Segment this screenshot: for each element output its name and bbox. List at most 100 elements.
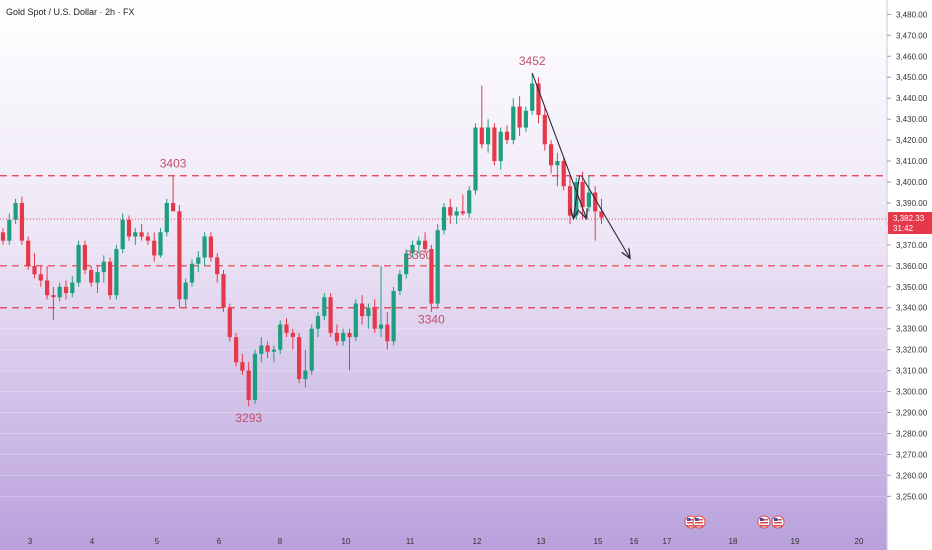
candle-body[interactable] <box>152 240 157 256</box>
candle-body[interactable] <box>139 232 144 237</box>
candle-body[interactable] <box>460 211 465 214</box>
candle-body[interactable] <box>542 114 547 145</box>
candle-body[interactable] <box>341 332 346 342</box>
candle-body[interactable] <box>114 249 119 296</box>
candle-body[interactable] <box>530 83 535 111</box>
candle-body[interactable] <box>315 316 321 329</box>
candle-body[interactable] <box>410 244 415 254</box>
candle-body[interactable] <box>492 127 497 162</box>
candle-body[interactable] <box>309 328 314 371</box>
candle-body[interactable] <box>586 192 591 208</box>
flag-us-icon[interactable] <box>757 515 771 529</box>
candle-body[interactable] <box>303 370 308 379</box>
candle-body[interactable] <box>517 106 522 128</box>
candle-body[interactable] <box>593 192 598 212</box>
candle-body[interactable] <box>164 202 169 233</box>
candle-body[interactable] <box>38 274 43 281</box>
candle-body[interactable] <box>284 324 289 333</box>
candle-body[interactable] <box>549 144 554 166</box>
candle-body[interactable] <box>580 182 585 208</box>
candle-body[interactable] <box>265 345 270 352</box>
candle-body[interactable] <box>486 127 491 145</box>
candle-body[interactable] <box>177 211 182 300</box>
candle-body[interactable] <box>278 324 283 350</box>
candle-body[interactable] <box>322 297 327 317</box>
candle-body[interactable] <box>133 232 138 237</box>
candle-body[interactable] <box>378 324 384 329</box>
candle-body[interactable] <box>246 370 251 400</box>
candle-body[interactable] <box>567 186 573 216</box>
candle-body[interactable] <box>7 219 12 241</box>
candle-body[interactable] <box>555 161 560 166</box>
candle-body[interactable] <box>347 332 352 338</box>
candle-body[interactable] <box>234 337 239 363</box>
candle-body[interactable] <box>145 236 150 241</box>
candle-body[interactable] <box>423 240 428 250</box>
candle-body[interactable] <box>328 297 333 333</box>
candle-body[interactable] <box>498 131 503 162</box>
flag-us-icon[interactable] <box>771 515 785 529</box>
candle-body[interactable] <box>240 362 245 371</box>
candle-body[interactable] <box>404 253 409 275</box>
candle-body[interactable] <box>561 161 566 187</box>
candle-body[interactable] <box>120 219 125 250</box>
candle-body[interactable] <box>89 270 94 283</box>
candle-body[interactable] <box>441 207 447 231</box>
candle-body[interactable] <box>171 202 176 212</box>
candle-body[interactable] <box>511 106 516 141</box>
candle-body[interactable] <box>366 307 371 317</box>
candle-body[interactable] <box>189 263 195 283</box>
candle-body[interactable] <box>334 332 339 342</box>
candle-body[interactable] <box>196 257 201 264</box>
candle-body[interactable] <box>26 240 31 266</box>
candle-body[interactable] <box>523 110 528 128</box>
candle-body[interactable] <box>353 303 358 338</box>
candle-body[interactable] <box>252 353 258 400</box>
flag-us-icon[interactable] <box>692 515 706 529</box>
candle-body[interactable] <box>57 286 62 298</box>
time-axis[interactable]: 3 4 5 6 8 10 11 12 13 15 16 17 18 19 20 <box>0 532 887 550</box>
candle-body[interactable] <box>429 249 434 304</box>
candle-body[interactable] <box>504 131 510 141</box>
candle-body[interactable] <box>227 307 232 338</box>
candle-body[interactable] <box>202 236 207 258</box>
candle-body[interactable] <box>215 257 220 275</box>
candle-body[interactable] <box>13 202 18 220</box>
candle-body[interactable] <box>372 307 377 329</box>
candle-body[interactable] <box>536 83 541 115</box>
candle-body[interactable] <box>599 211 604 218</box>
candle-body[interactable] <box>51 295 56 298</box>
candle-body[interactable] <box>479 127 484 145</box>
candle-body[interactable] <box>454 211 459 216</box>
candle-body[interactable] <box>158 232 163 256</box>
candle-body[interactable] <box>435 230 440 304</box>
candle-body[interactable] <box>467 190 472 214</box>
economic-events[interactable] <box>684 515 785 529</box>
candle-body[interactable] <box>448 207 453 216</box>
candle-body[interactable] <box>19 202 24 241</box>
candle-body[interactable] <box>70 282 75 294</box>
candle-body[interactable] <box>360 303 365 317</box>
candle-body[interactable] <box>397 274 402 291</box>
candle-body[interactable] <box>126 219 132 237</box>
candle-body[interactable] <box>82 244 87 271</box>
candle-body[interactable] <box>101 261 106 273</box>
candle-body[interactable] <box>95 272 100 283</box>
candle-body[interactable] <box>416 240 421 245</box>
candle-body[interactable] <box>76 244 81 283</box>
candle-body[interactable] <box>290 332 295 338</box>
price-axis[interactable]: 3,250.00 3,260.00 3,270.00 3,280.00 3,290.00… <box>887 10 932 501</box>
candle-body[interactable] <box>208 236 213 258</box>
candle-body[interactable] <box>32 265 37 275</box>
candle-body[interactable] <box>391 290 396 342</box>
candle-body[interactable] <box>297 337 302 379</box>
candle-body[interactable] <box>271 349 276 352</box>
candle-body[interactable] <box>259 345 264 354</box>
candle-body[interactable] <box>45 280 50 296</box>
candle-body[interactable] <box>108 261 113 296</box>
candle-body[interactable] <box>183 282 188 300</box>
candle-body[interactable] <box>63 286 69 294</box>
candle-body[interactable] <box>385 324 390 342</box>
